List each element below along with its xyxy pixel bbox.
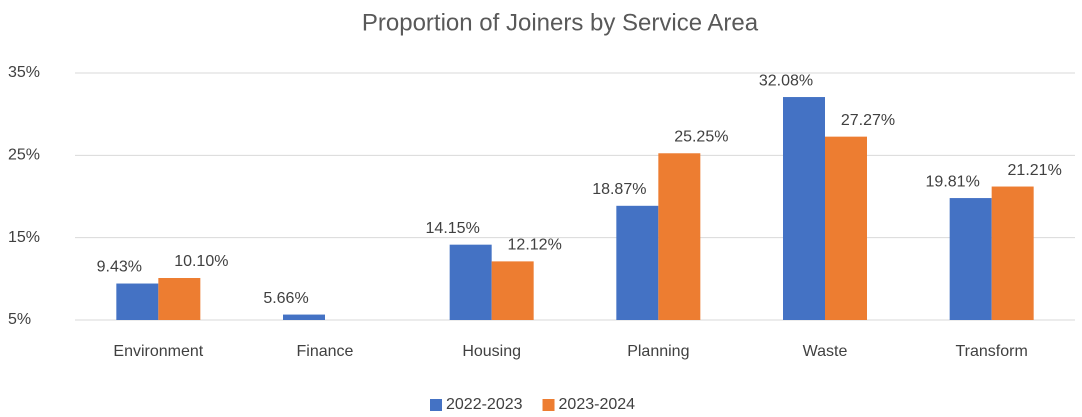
data-label: 19.81% [926,173,980,190]
bar [825,136,867,320]
data-label: 27.27% [841,112,895,129]
data-label: 32.08% [759,72,813,89]
data-label: 25.25% [674,128,728,145]
bar [783,97,825,320]
bar [991,186,1034,320]
bar [283,314,325,320]
data-label: 9.43% [97,259,142,276]
y-tick-label: 15% [8,229,40,246]
x-tick-label: Finance [297,343,354,360]
legend-label: 2022-2023 [446,396,523,413]
bar [949,198,992,320]
bar [658,153,701,320]
legend-swatch [542,399,555,411]
data-label: 21.21% [1008,162,1062,179]
y-tick-label: 35% [8,64,40,81]
x-tick-label: Waste [803,343,848,360]
bar [491,261,534,320]
data-label: 5.66% [263,290,308,307]
x-tick-label: Planning [627,343,689,360]
x-tick-label: Transform [956,343,1028,360]
data-label: 12.12% [508,237,562,254]
data-label: 14.15% [426,220,480,237]
data-label: 18.87% [592,181,646,198]
legend-label: 2023-2024 [559,396,636,413]
bar [616,205,659,320]
x-tick-label: Housing [462,343,521,360]
legend-swatch [430,399,442,411]
x-tick-label: Environment [113,343,203,360]
y-tick-label: 25% [8,147,40,164]
bar [116,283,159,320]
bar [158,278,201,320]
chart-title: Proportion of Joiners by Service Area [362,9,759,36]
y-tick-label: 5% [8,311,31,328]
data-label: 10.10% [174,253,228,270]
bar [449,244,492,320]
